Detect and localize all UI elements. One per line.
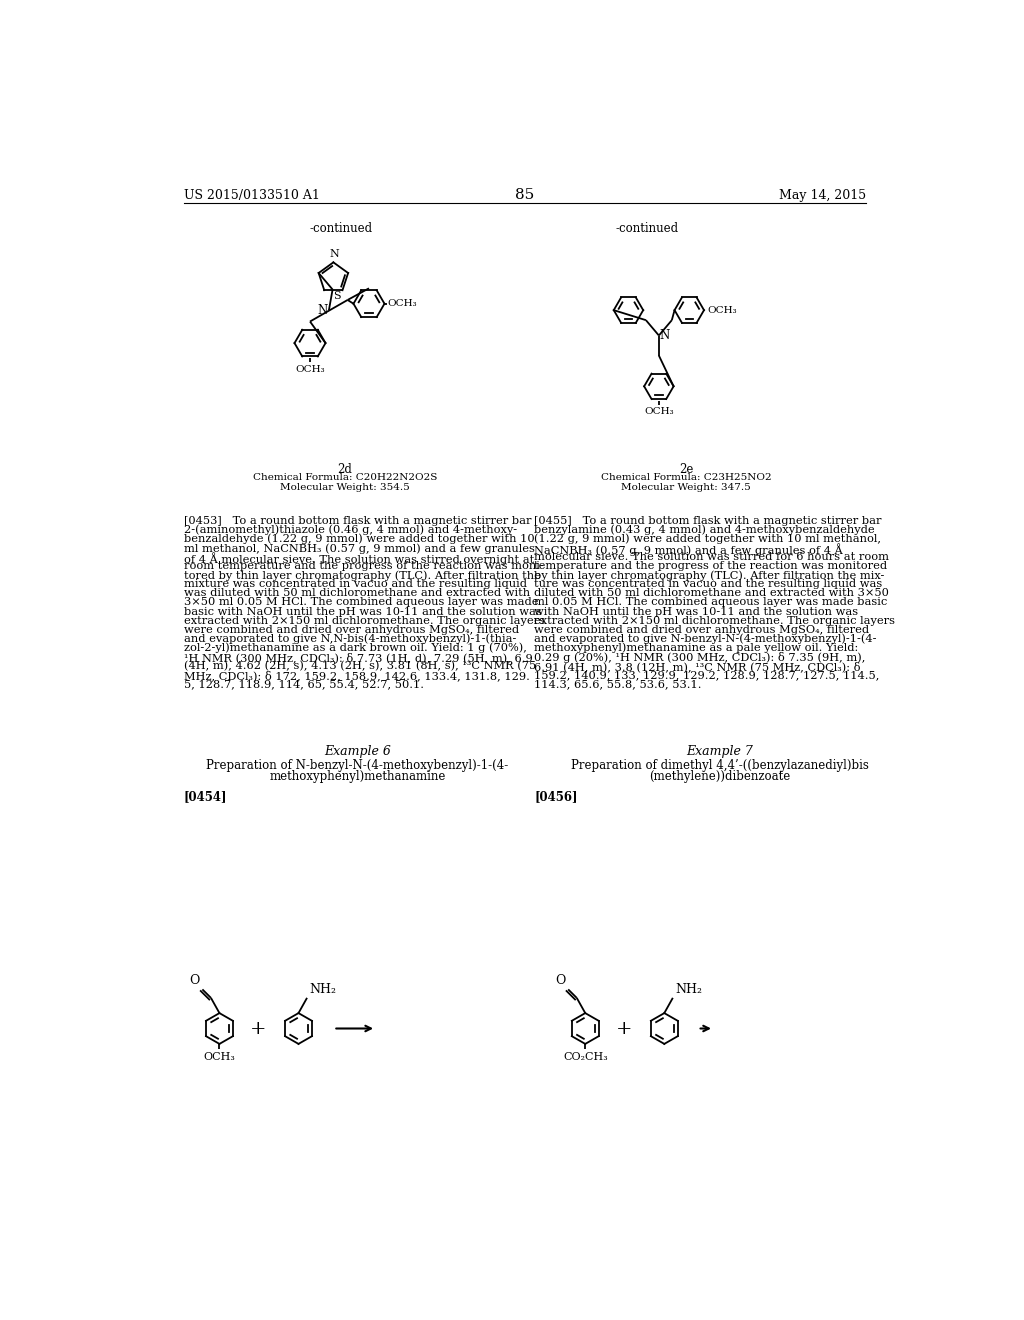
Text: with NaOH until the pH was 10-11 and the solution was: with NaOH until the pH was 10-11 and the…: [535, 607, 858, 616]
Text: NaCNBH₃ (0.57 g, 9 mmol) and a few granules of 4 Å: NaCNBH₃ (0.57 g, 9 mmol) and a few granu…: [535, 543, 843, 556]
Text: N: N: [330, 248, 339, 259]
Text: methoxyphenyl)methanamine as a pale yellow oil. Yield:: methoxyphenyl)methanamine as a pale yell…: [535, 643, 858, 653]
Text: Example 6: Example 6: [324, 744, 391, 758]
Text: 2e: 2e: [679, 462, 693, 475]
Text: May 14, 2015: May 14, 2015: [778, 189, 866, 202]
Text: 3×50 ml 0.05 M HCl. The combined aqueous layer was made: 3×50 ml 0.05 M HCl. The combined aqueous…: [183, 598, 539, 607]
Text: +: +: [250, 1019, 266, 1038]
Text: 2-(aminomethyl)thiazole (0.46 g, 4 mmol) and 4-methoxy-: 2-(aminomethyl)thiazole (0.46 g, 4 mmol)…: [183, 525, 517, 536]
Text: of 4 Å molecular sieve. The solution was stirred overnight at: of 4 Å molecular sieve. The solution was…: [183, 552, 535, 565]
Text: Chemical Formula: C23H25NO2: Chemical Formula: C23H25NO2: [601, 473, 771, 482]
Text: 2d: 2d: [338, 462, 352, 475]
Text: -continued: -continued: [309, 222, 373, 235]
Text: O: O: [555, 974, 566, 987]
Text: OCH₃: OCH₃: [204, 1052, 236, 1061]
Text: CO₂CH₃: CO₂CH₃: [563, 1052, 607, 1061]
Text: 85: 85: [515, 189, 535, 202]
Text: was diluted with 50 ml dichloromethane and extracted with: was diluted with 50 ml dichloromethane a…: [183, 589, 530, 598]
Text: ml methanol, NaCNBH₃ (0.57 g, 9 mmol) and a few granules: ml methanol, NaCNBH₃ (0.57 g, 9 mmol) an…: [183, 543, 535, 553]
Text: [0455]   To a round bottom flask with a magnetic stirrer bar: [0455] To a round bottom flask with a ma…: [535, 516, 882, 525]
Text: (methylene))dibenzoate: (methylene))dibenzoate: [649, 770, 791, 783]
Text: Example 7: Example 7: [687, 744, 754, 758]
Text: 5, 128.7, 118.9, 114, 65, 55.4, 52.7, 50.1.: 5, 128.7, 118.9, 114, 65, 55.4, 52.7, 50…: [183, 680, 424, 689]
Text: Molecular Weight: 347.5: Molecular Weight: 347.5: [622, 483, 751, 491]
Text: molecular sieve. The solution was stirred for 6 hours at room: molecular sieve. The solution was stirre…: [535, 552, 889, 562]
Text: mixture was concentrated in vacuo and the resulting liquid: mixture was concentrated in vacuo and th…: [183, 579, 526, 589]
Text: 0.29 g (20%), ¹H NMR (300 MHz, CDCl₃): δ 7.35 (9H, m),: 0.29 g (20%), ¹H NMR (300 MHz, CDCl₃): δ…: [535, 652, 865, 663]
Text: tored by thin layer chromatography (TLC). After filtration the: tored by thin layer chromatography (TLC)…: [183, 570, 541, 581]
Text: [0456]: [0456]: [535, 789, 578, 803]
Text: NH₂: NH₂: [309, 982, 336, 995]
Text: +: +: [615, 1019, 632, 1038]
Text: 159.2, 140.9, 133, 129.9, 129.2, 128.9, 128.7, 127.5, 114.5,: 159.2, 140.9, 133, 129.9, 129.2, 128.9, …: [535, 671, 880, 680]
Text: Preparation of dimethyl 4,4’-((benzylazanediyl)bis: Preparation of dimethyl 4,4’-((benzylaza…: [571, 759, 869, 772]
Text: room temperature and the progress of the reaction was moni-: room temperature and the progress of the…: [183, 561, 544, 572]
Text: were combined and dried over anhydrous MgSO₄, filtered: were combined and dried over anhydrous M…: [183, 624, 519, 635]
Text: methoxyphenyl)methanamine: methoxyphenyl)methanamine: [269, 770, 445, 783]
Text: -continued: -continued: [615, 222, 679, 235]
Text: basic with NaOH until the pH was 10-11 and the solution was: basic with NaOH until the pH was 10-11 a…: [183, 607, 542, 616]
Text: extracted with 2×150 ml dichloromethane. The organic layers: extracted with 2×150 ml dichloromethane.…: [183, 615, 545, 626]
Text: 114.3, 65.6, 55.8, 53.6, 53.1.: 114.3, 65.6, 55.8, 53.6, 53.1.: [535, 680, 701, 689]
Text: MHz, CDCl₃): δ 172, 159.2, 158.9, 142.6, 133.4, 131.8, 129.: MHz, CDCl₃): δ 172, 159.2, 158.9, 142.6,…: [183, 671, 529, 681]
Text: US 2015/0133510 A1: US 2015/0133510 A1: [183, 189, 319, 202]
Text: were combined and dried over anhydrous MgSO₄, filtered: were combined and dried over anhydrous M…: [535, 624, 869, 635]
Text: N: N: [659, 329, 670, 342]
Text: zol-2-yl)methanamine as a dark brown oil. Yield: 1 g (70%),: zol-2-yl)methanamine as a dark brown oil…: [183, 643, 526, 653]
Text: benzaldehyde (1.22 g, 9 mmol) were added together with 10: benzaldehyde (1.22 g, 9 mmol) were added…: [183, 533, 535, 544]
Text: and evaporated to give N-benzyl-N-(4-methoxybenzyl)-1-(4-: and evaporated to give N-benzyl-N-(4-met…: [535, 634, 877, 644]
Text: Molecular Weight: 354.5: Molecular Weight: 354.5: [281, 483, 410, 491]
Text: ture was concentrated in vacuo and the resulting liquid was: ture was concentrated in vacuo and the r…: [535, 579, 883, 589]
Text: O: O: [189, 974, 200, 987]
Text: 6.91 (4H, m), 3.8 (12H, m), ¹³C NMR (75 MHz, CDCl₃): δ: 6.91 (4H, m), 3.8 (12H, m), ¹³C NMR (75 …: [535, 661, 860, 672]
Text: (1.22 g, 9 mmol) were added together with 10 ml methanol,: (1.22 g, 9 mmol) were added together wit…: [535, 533, 881, 544]
Text: Chemical Formula: C20H22N2O2S: Chemical Formula: C20H22N2O2S: [253, 473, 437, 482]
Text: OCH₃: OCH₃: [708, 306, 736, 314]
Text: [0454]: [0454]: [183, 789, 227, 803]
Text: by thin layer chromatography (TLC). After filtration the mix-: by thin layer chromatography (TLC). Afte…: [535, 570, 885, 581]
Text: [0453]   To a round bottom flask with a magnetic stirrer bar: [0453] To a round bottom flask with a ma…: [183, 516, 531, 525]
Text: Preparation of N-benzyl-N-(4-methoxybenzyl)-1-(4-: Preparation of N-benzyl-N-(4-methoxybenz…: [206, 759, 509, 772]
Text: ml 0.05 M HCl. The combined aqueous layer was made basic: ml 0.05 M HCl. The combined aqueous laye…: [535, 598, 888, 607]
Text: diluted with 50 ml dichloromethane and extracted with 3×50: diluted with 50 ml dichloromethane and e…: [535, 589, 889, 598]
Text: OCH₃: OCH₃: [387, 300, 417, 308]
Text: ¹H NMR (300 MHz, CDCl₃): δ 7.73 (1H, d), 7.29 (5H, m), 6.9: ¹H NMR (300 MHz, CDCl₃): δ 7.73 (1H, d),…: [183, 652, 532, 663]
Text: (4H, m), 4.62 (2H, s), 4.13 (2H, s), 3.81 (8H, s), ¹³C NMR (75: (4H, m), 4.62 (2H, s), 4.13 (2H, s), 3.8…: [183, 661, 536, 672]
Text: and evaporated to give N,N-bis(4-methoxybenzyl)-1-(thia-: and evaporated to give N,N-bis(4-methoxy…: [183, 634, 516, 644]
Text: extracted with 2×150 ml dichloromethane. The organic layers: extracted with 2×150 ml dichloromethane.…: [535, 615, 895, 626]
Text: S: S: [333, 290, 341, 301]
Text: N: N: [317, 304, 328, 317]
Text: benzylamine (0.43 g, 4 mmol) and 4-methoxybenzaldehyde: benzylamine (0.43 g, 4 mmol) and 4-metho…: [535, 525, 874, 536]
Text: temperature and the progress of the reaction was monitored: temperature and the progress of the reac…: [535, 561, 887, 572]
Text: NH₂: NH₂: [675, 982, 702, 995]
Text: OCH₃: OCH₃: [295, 364, 325, 374]
Text: OCH₃: OCH₃: [644, 407, 674, 416]
